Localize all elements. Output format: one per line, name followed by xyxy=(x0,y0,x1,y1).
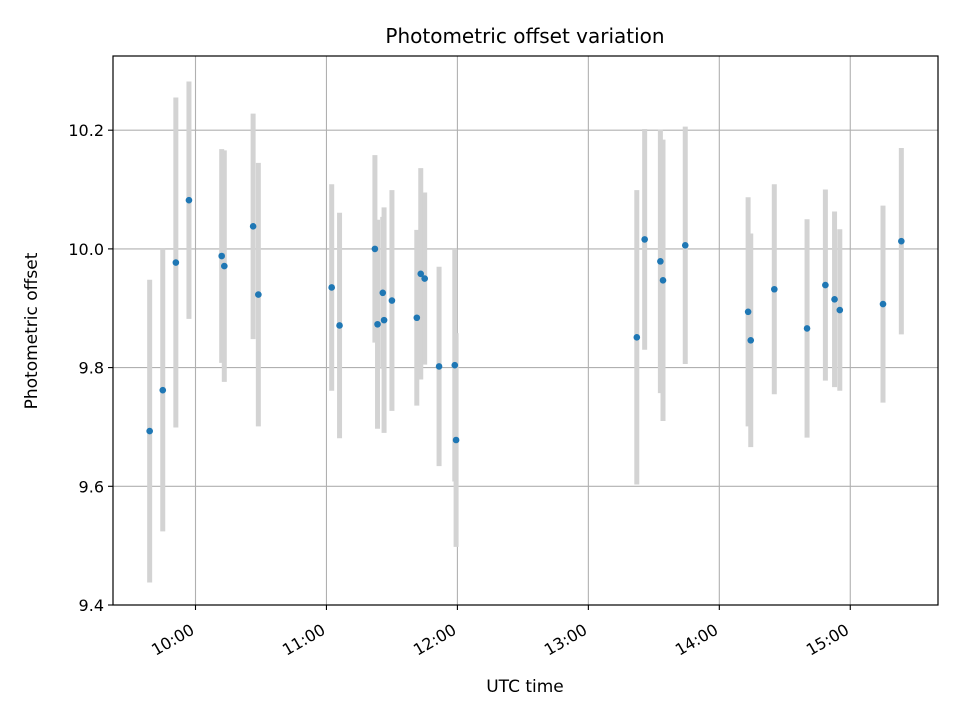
y-axis-title: Photometric offset xyxy=(22,252,42,409)
data-point xyxy=(255,291,262,298)
data-point xyxy=(747,336,755,344)
data-point xyxy=(879,300,887,308)
data-point xyxy=(421,275,428,282)
y-tick-label: 10.0 xyxy=(68,240,104,259)
data-point xyxy=(435,363,443,370)
data-point xyxy=(146,427,153,435)
data-point xyxy=(771,285,778,293)
data-point xyxy=(328,284,335,291)
data-point xyxy=(898,237,905,245)
data-point xyxy=(185,196,193,204)
data-point xyxy=(249,223,257,230)
data-point xyxy=(641,236,648,243)
data-point xyxy=(822,281,829,289)
y-tick-label: 9.8 xyxy=(79,359,104,378)
data-point xyxy=(659,277,667,284)
data-point xyxy=(836,306,844,314)
y-tick-label: 9.4 xyxy=(79,596,104,615)
data-point xyxy=(413,314,421,322)
data-point xyxy=(221,262,228,270)
data-point xyxy=(371,245,379,253)
y-tick-label: 9.6 xyxy=(79,477,104,496)
data-point xyxy=(218,252,225,260)
data-point xyxy=(744,308,752,316)
data-points xyxy=(146,196,905,444)
data-point xyxy=(803,325,811,332)
data-point xyxy=(657,258,664,265)
data-point xyxy=(633,334,641,341)
x-axis-title: UTC time xyxy=(486,677,564,697)
data-point xyxy=(417,270,425,278)
y-axis: 9.4 9.6 9.8 10.0 10.2 xyxy=(68,121,113,615)
data-point xyxy=(452,436,460,444)
data-point xyxy=(336,322,343,329)
data-point xyxy=(388,297,396,304)
y-tick-label: 10.2 xyxy=(68,121,104,140)
plot-frame xyxy=(112,55,939,606)
data-point xyxy=(374,320,381,328)
data-point xyxy=(831,296,838,303)
data-point xyxy=(681,242,689,249)
data-point xyxy=(379,289,387,297)
data-point xyxy=(172,259,180,266)
data-point xyxy=(451,361,459,369)
chart-title: Photometric offset variation xyxy=(385,24,664,48)
data-point xyxy=(380,316,388,324)
data-point xyxy=(159,386,167,394)
